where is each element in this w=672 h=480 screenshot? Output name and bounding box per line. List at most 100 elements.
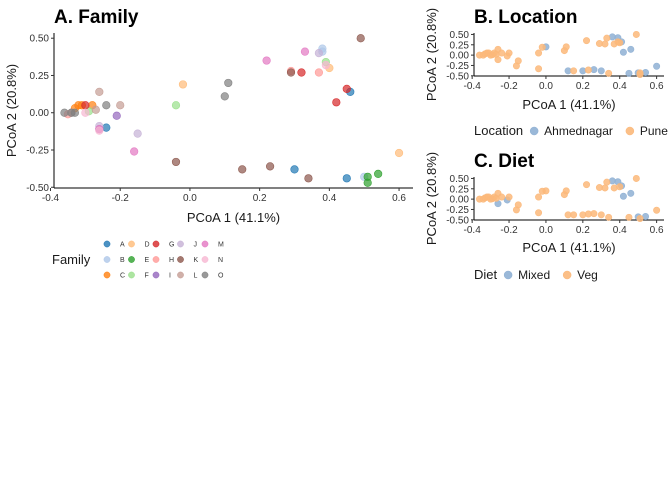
- point-d: [178, 80, 188, 89]
- legend-label: C: [120, 273, 125, 280]
- point-mixed: [619, 192, 627, 200]
- point-ahmednagar: [625, 69, 633, 77]
- point-o: [220, 92, 229, 101]
- point-pune: [505, 49, 513, 57]
- point-veg: [535, 193, 543, 201]
- point-veg: [632, 174, 640, 182]
- x-tick-label: 0.0: [539, 225, 553, 236]
- legend-label: Mixed: [518, 268, 550, 282]
- y-axis-title: PCoA 2 (20.8%): [424, 8, 439, 101]
- legend-key: [177, 240, 184, 248]
- point-veg: [597, 211, 605, 219]
- x-tick-label: -0.2: [500, 81, 518, 92]
- point-m: [300, 47, 310, 56]
- legend-label: Pune: [640, 124, 668, 138]
- legend: Location Ahmednagar Pune: [474, 123, 668, 138]
- panel-c-title: C. Diet: [474, 151, 535, 172]
- point-o: [67, 108, 76, 117]
- point-g: [332, 98, 341, 107]
- point-k: [171, 157, 181, 167]
- point-g: [297, 68, 306, 77]
- point-j: [133, 129, 142, 138]
- x-tick-label: 0.4: [613, 225, 627, 236]
- point-pune: [603, 34, 611, 42]
- data-points: [60, 34, 404, 187]
- data-points: [476, 174, 661, 223]
- legend-label: J: [194, 242, 198, 249]
- legend-label: F: [145, 273, 149, 280]
- point-veg: [535, 209, 543, 217]
- point-veg: [590, 210, 598, 218]
- legend-label: B: [120, 257, 125, 264]
- legend: Family A B C D E F G H I J K L M N O: [52, 240, 224, 280]
- point-f: [171, 101, 181, 110]
- point-l: [116, 101, 125, 110]
- point-veg: [505, 193, 513, 201]
- axes: -0.4 -0.2 0.0 0.2 0.4 0.6 -0.50 -0.25 0.00 0.25 0.…: [26, 33, 413, 204]
- legend-label: G: [169, 242, 174, 249]
- point-pune: [636, 71, 644, 79]
- legend-key: [503, 270, 513, 280]
- x-tick-label: 0.0: [539, 81, 553, 92]
- point-m: [262, 56, 271, 65]
- point-veg: [583, 181, 591, 189]
- point-k: [304, 174, 313, 183]
- y-tick-label: -0.25: [446, 61, 469, 72]
- legend-label: E: [145, 257, 150, 264]
- point-l: [91, 105, 100, 114]
- point-pune: [535, 65, 543, 73]
- x-tick-label: 0.2: [576, 81, 590, 92]
- point-e: [374, 169, 383, 178]
- x-tick-label: -0.4: [464, 225, 482, 236]
- y-tick-label: 0.00: [30, 108, 50, 119]
- y-axis-title: PCoA 2 (20.8%): [4, 64, 19, 157]
- point-o: [102, 101, 111, 110]
- point-veg: [636, 215, 644, 223]
- x-axis-title: PCoA 1 (41.1%): [522, 97, 615, 112]
- point-veg: [625, 213, 633, 221]
- point-veg: [562, 187, 570, 195]
- point-pune: [584, 66, 592, 74]
- point-pune: [583, 37, 591, 45]
- point-pune: [514, 57, 522, 65]
- legend-title: Diet: [474, 267, 498, 282]
- point-pune: [605, 69, 613, 77]
- legend-label: O: [218, 273, 224, 280]
- legend-key: [201, 240, 209, 248]
- y-tick-label: -0.50: [446, 215, 469, 226]
- legend-label: L: [194, 273, 198, 280]
- point-o: [224, 78, 233, 88]
- x-tick-label: 0.6: [650, 225, 664, 236]
- point-ahmednagar: [653, 62, 661, 70]
- point-pune: [601, 40, 609, 48]
- point-ahmednagar: [619, 48, 627, 56]
- x-tick-label: 0.0: [183, 193, 197, 204]
- data-points: [476, 30, 661, 79]
- legend-label: I: [169, 273, 171, 280]
- y-tick-label: 0.25: [450, 184, 470, 195]
- point-l: [95, 87, 104, 96]
- panel-b-title: B. Location: [474, 7, 577, 28]
- x-tick-label: -0.4: [42, 193, 60, 204]
- point-veg: [653, 206, 661, 214]
- legend-key: [201, 256, 209, 263]
- point-veg: [570, 211, 578, 219]
- legend-title: Family: [52, 252, 91, 267]
- point-k: [286, 68, 296, 77]
- point-ahmednagar: [597, 67, 605, 75]
- legend-key: [152, 256, 160, 263]
- legend-key: [562, 270, 572, 280]
- legend-label: Ahmednagar: [544, 124, 613, 138]
- panel-family: A. Family -0.4 -0.2 0.0 0.2 0.4 0.6 -0.50 -0.25…: [4, 7, 413, 280]
- y-tick-label: -0.25: [446, 205, 469, 216]
- point-pune: [498, 49, 506, 57]
- legend-key: [128, 240, 135, 248]
- axes: -0.4 -0.2 0.0 0.2 0.4 0.6 0.500.250.00-0.25-0.…: [446, 30, 664, 92]
- legend-key: [152, 240, 160, 248]
- point-o: [60, 108, 69, 117]
- y-tick-label: 0.50: [450, 174, 470, 185]
- panel-location: B. Location -0.4 -0.2 0.0 0.2 0.4 0.6 0.500.25…: [424, 7, 668, 138]
- x-tick-label: -0.2: [500, 225, 518, 236]
- legend-label: M: [218, 242, 224, 249]
